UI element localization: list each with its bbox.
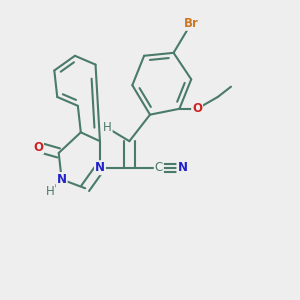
Text: H: H: [103, 122, 112, 134]
Text: O: O: [33, 141, 43, 154]
Text: H: H: [46, 185, 54, 198]
Text: O: O: [192, 102, 202, 115]
Text: C: C: [155, 161, 163, 174]
Text: N: N: [95, 161, 105, 174]
Text: N: N: [177, 161, 188, 174]
Text: Br: Br: [184, 17, 199, 30]
Text: N: N: [57, 173, 67, 186]
